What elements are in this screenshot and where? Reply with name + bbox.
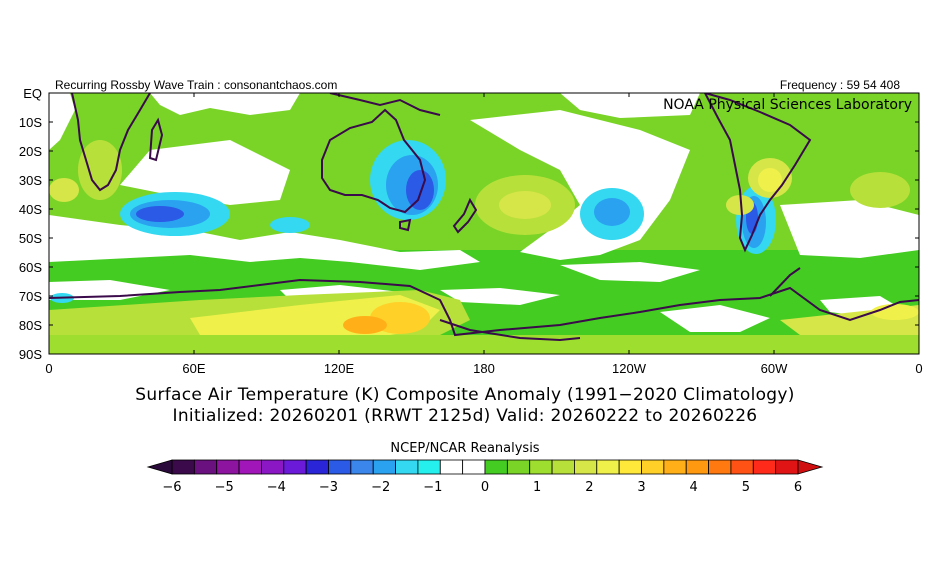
- colorbar-label: NCEP/NCAR Reanalysis: [390, 441, 540, 456]
- colorbar-swatch: [283, 459, 307, 475]
- colorbar-tick-label: −6: [162, 480, 181, 495]
- colorbar-swatch: [618, 459, 642, 475]
- colorbar-tick-label: 6: [794, 480, 802, 495]
- latitude-label: 90S: [19, 347, 42, 362]
- colorbar-swatch: [551, 459, 575, 475]
- colorbar-swatch: [395, 459, 419, 475]
- longitude-label: 180: [473, 361, 495, 376]
- header-left-text: Recurring Rossby Wave Train : consonantc…: [55, 78, 338, 92]
- colorbar-swatch: [305, 459, 329, 475]
- colorbar-swatch: [462, 459, 486, 475]
- colorbar-swatch: [752, 459, 777, 475]
- anomaly-field: [49, 93, 919, 354]
- colorbar-swatch: [439, 459, 464, 475]
- latitude-label: 30S: [19, 173, 42, 188]
- colorbar-swatch: [216, 459, 240, 475]
- latitude-label: 40S: [19, 202, 42, 217]
- colorbar-swatch: [193, 459, 218, 475]
- longitude-labels: 0 60E 120E 180 120W 60W 0: [45, 361, 922, 376]
- colorbar-swatch: [261, 459, 285, 475]
- colorbar-tick-label: −3: [319, 480, 338, 495]
- colorbar-under-arrow: [146, 459, 173, 475]
- colorbar-tick-label: −1: [423, 480, 442, 495]
- colorbar-swatch: [484, 459, 508, 475]
- latitude-label: 50S: [19, 231, 42, 246]
- colorbar-tick-label: 0: [481, 480, 489, 495]
- latitude-labels: EQ 10S 20S 30S 40S 50S 60S 70S 80S 90S: [19, 86, 42, 362]
- colorbar-swatch: [641, 459, 665, 475]
- header-frequency-text: Frequency : 59 54 408: [779, 78, 900, 92]
- colorbar-swatch: [730, 459, 754, 475]
- latitude-label: 20S: [19, 144, 42, 159]
- colorbar-tick-label: −2: [371, 480, 390, 495]
- colorbar-swatch: [574, 459, 598, 475]
- longitude-label: 120E: [324, 361, 355, 376]
- colorbar-swatch: [372, 459, 396, 475]
- colorbar-swatch: [596, 459, 620, 475]
- coastlines: [49, 93, 919, 342]
- colorbar-over-arrow: [797, 459, 824, 475]
- colorbar-tick-labels: −6 −5 −4 −3 −2 −1 0 1 2 3 4 5 6: [162, 480, 802, 495]
- colorbar-tick-label: 1: [533, 480, 541, 495]
- longitude-label: 120W: [612, 361, 647, 376]
- colorbar-tick-label: 4: [690, 480, 698, 495]
- colorbar-swatch: [775, 459, 799, 475]
- colorbar-tick-label: 2: [585, 480, 593, 495]
- colorbar-swatch: [238, 459, 262, 475]
- colorbar-swatch: [171, 459, 195, 475]
- colorbar-tick-label: −4: [267, 480, 286, 495]
- longitude-label: 0: [915, 361, 922, 376]
- caption-line-1: Surface Air Temperature (K) Composite An…: [135, 385, 795, 405]
- caption-line-2: Initialized: 20260201 (RRWT 2125d) Valid…: [172, 406, 758, 426]
- colorbar-tick-label: 5: [742, 480, 750, 495]
- colorbar-tick-label: 3: [637, 480, 645, 495]
- colorbar-swatch: [350, 459, 374, 475]
- latitude-label: 80S: [19, 318, 42, 333]
- latitude-label: 60S: [19, 260, 42, 275]
- colorbar-tick-label: −5: [215, 480, 234, 495]
- axis-ticks: [48, 92, 920, 355]
- colorbar-swatch: [506, 459, 531, 475]
- longitude-label: 0: [45, 361, 52, 376]
- colorbar-swatch: [663, 459, 687, 475]
- colorbar-swatch: [328, 459, 352, 475]
- latitude-label: 70S: [19, 289, 42, 304]
- colorbar-swatch: [685, 459, 709, 475]
- org-label: NOAA Physical Sciences Laboratory: [663, 97, 912, 113]
- colorbar-swatch: [529, 459, 553, 475]
- longitude-label: 60W: [761, 361, 788, 376]
- colorbar-swatch: [708, 459, 732, 475]
- latitude-label: 10S: [19, 115, 42, 130]
- longitude-label: 60E: [182, 361, 205, 376]
- colorbar: [146, 459, 824, 475]
- colorbar-swatch: [417, 459, 441, 475]
- latitude-label: EQ: [23, 86, 42, 101]
